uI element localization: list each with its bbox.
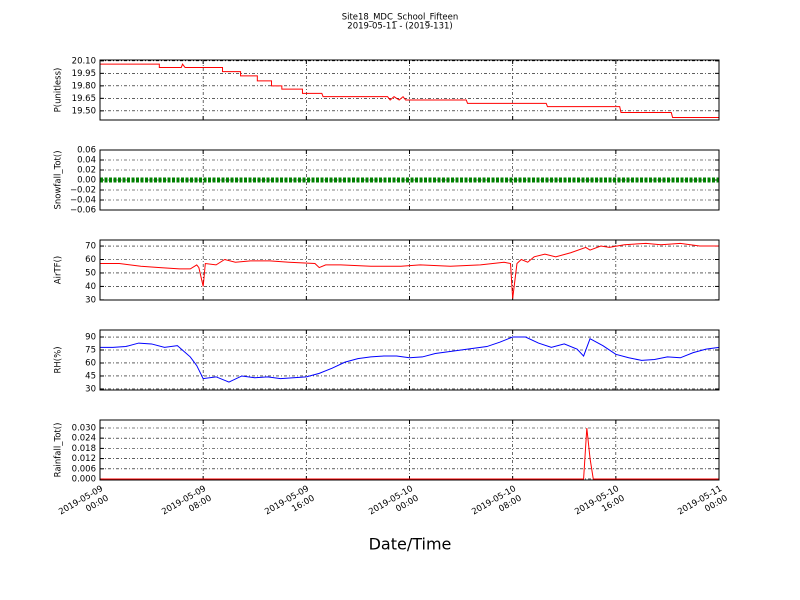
y-tick-label: 0.000: [72, 474, 96, 484]
y-tick-label: 0.012: [72, 454, 96, 464]
y-tick-label: 19.95: [72, 69, 96, 79]
y-tick-label: 0.06: [77, 146, 96, 156]
data-line: [100, 336, 720, 383]
y-tick-label: 0.006: [72, 464, 96, 474]
y-tick-label: 60: [85, 255, 96, 265]
y-tick-label: 40: [85, 282, 96, 292]
data-line: [100, 242, 719, 299]
y-tick-label: 45: [85, 371, 96, 381]
y-tick-label: 60: [85, 358, 96, 368]
y-tick-label: 30: [85, 384, 96, 394]
y-tick-label: 19.65: [72, 94, 96, 104]
data-line: [100, 63, 719, 118]
y-axis-label: RH(%): [54, 346, 64, 373]
plot-frame: [99, 419, 720, 481]
plot-frame: [99, 59, 720, 121]
plot-frame: [99, 149, 720, 211]
y-tick-label: −0.06: [70, 206, 96, 216]
y-axis-label: Rainfall_Tot(): [54, 423, 64, 478]
y-tick-label: 0.02: [77, 166, 96, 176]
x-axis-label: Date/Time: [369, 535, 452, 554]
y-tick-label: 90: [85, 333, 96, 343]
y-axis-label: Snowfall_Tot(): [54, 150, 64, 209]
y-axis-label: AirTF(): [54, 256, 64, 284]
y-tick-label: 0.030: [72, 423, 96, 433]
plot-frame: [99, 239, 720, 301]
y-tick-label: 19.80: [72, 81, 96, 91]
y-tick-label: 0.04: [77, 156, 96, 166]
y-tick-label: 30: [85, 295, 96, 305]
chart-subtitle: 2019-05-11 - (2019-131): [347, 22, 452, 32]
y-tick-label: 0.00: [77, 176, 96, 186]
y-tick-label: 20.10: [72, 56, 96, 66]
y-tick-label: −0.02: [70, 186, 96, 196]
y-axis-label: P(unitless): [54, 68, 64, 113]
y-tick-label: 0.018: [72, 444, 96, 454]
y-tick-label: 50: [85, 268, 96, 278]
chart-title: Site18_MDC_School_Fifteen: [342, 13, 459, 23]
y-tick-label: 19.50: [72, 106, 96, 116]
y-tick-label: −0.04: [70, 196, 96, 206]
y-tick-label: 70: [85, 242, 96, 252]
plot-frame: [99, 329, 720, 391]
data-line: [100, 427, 719, 480]
y-tick-label: 0.024: [72, 434, 96, 444]
y-tick-label: 75: [85, 346, 96, 356]
